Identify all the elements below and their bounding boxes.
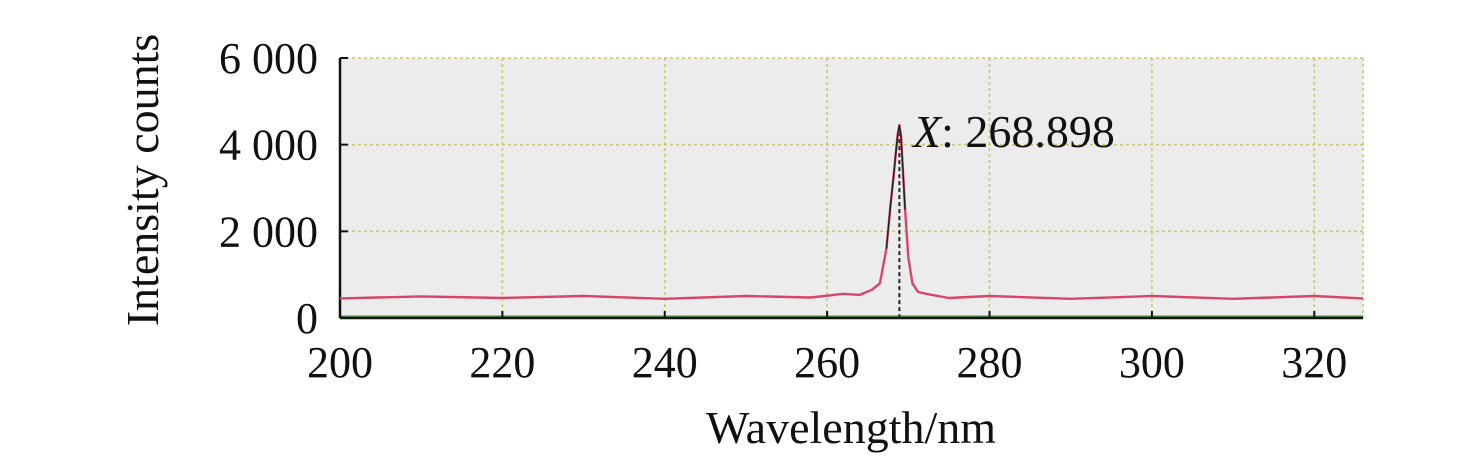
x-tick-label: 240: [632, 338, 698, 387]
annotation-prefix: X: [911, 106, 943, 157]
y-tick-labels: 0 2 000 4 000 6 000: [219, 34, 318, 343]
y-tick-label: 6 000: [219, 34, 318, 83]
x-tick-label: 300: [1119, 338, 1185, 387]
y-tick-label: 2 000: [219, 207, 318, 256]
spectrum-peak-core: [885, 124, 906, 249]
y-tick-label: 4 000: [219, 121, 318, 170]
axis-ticks: [339, 57, 1316, 319]
y-axis-title: Intensity counts: [117, 34, 168, 327]
x-tick-label: 200: [307, 338, 373, 387]
x-tick-label: 320: [1281, 338, 1347, 387]
x-tick-label: 260: [794, 338, 860, 387]
x-tick-label: 220: [469, 338, 535, 387]
plot-background: [340, 58, 1363, 318]
x-tick-labels: 200 220 240 260 280 300 320: [307, 338, 1347, 387]
gridlines: [340, 57, 1364, 318]
x-axis-title: Wavelength/nm: [706, 402, 996, 453]
x-tick-label: 280: [957, 338, 1023, 387]
peak-annotation: X: 268.898: [911, 106, 1115, 157]
y-tick-label: 0: [296, 294, 318, 343]
annotation-value: : 268.898: [941, 106, 1115, 157]
